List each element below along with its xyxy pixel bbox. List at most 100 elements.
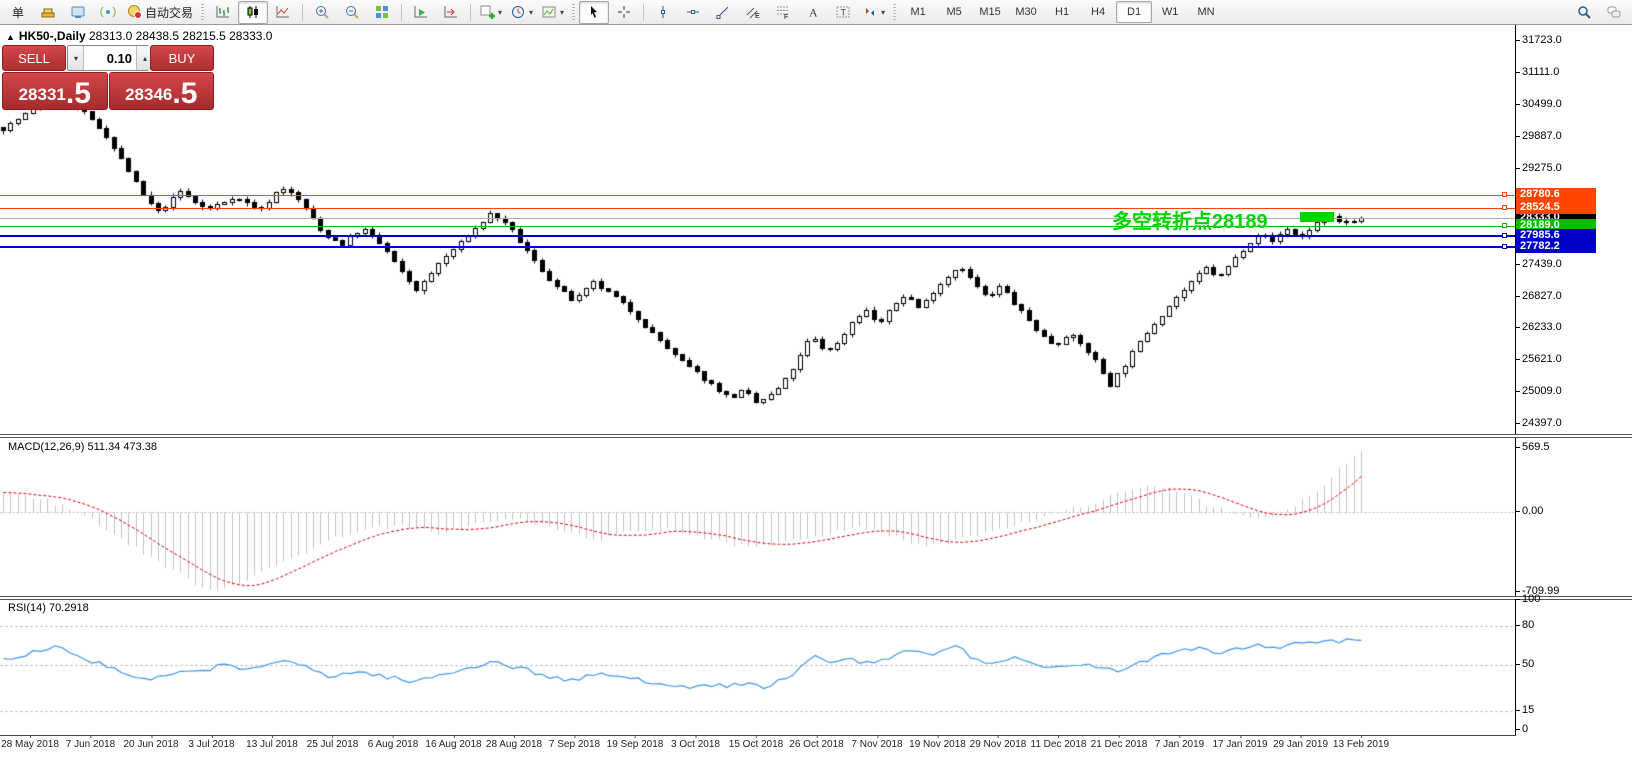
price-axis-line — [1515, 25, 1516, 735]
search-button[interactable] — [1569, 1, 1599, 24]
macd-pane-divider[interactable] — [0, 434, 1632, 438]
line-handle[interactable] — [1502, 244, 1507, 249]
candlestick-chart-button[interactable] — [238, 0, 269, 24]
cursor-button[interactable] — [579, 0, 610, 24]
volume-input[interactable] — [84, 46, 136, 70]
pivot-highlight-box[interactable] — [1300, 212, 1334, 222]
toolbar-grip[interactable] — [893, 3, 897, 21]
autoscroll-icon — [413, 4, 429, 20]
price-tag-27985.6: 27985.6 — [1516, 229, 1596, 242]
timeframe-m1-button[interactable]: M1 — [910, 6, 926, 18]
timeframe-group: M1 M5 M15 M30 H1 H4 D1 W1 MN — [900, 1, 1224, 23]
timeframe-m5-button[interactable]: M5 — [946, 6, 962, 18]
periods-button[interactable]: ▾ — [506, 1, 537, 24]
community-button[interactable] — [63, 1, 93, 24]
sell-price[interactable]: 28331.5 — [2, 72, 108, 110]
timeframe-d1-button[interactable]: D1 — [1116, 1, 1153, 23]
timeframe-w1-button[interactable]: W1 — [1161, 6, 1179, 18]
y-axis-tick-label: 26827.0 — [1515, 290, 1562, 302]
y-axis-tick-label: 26233.0 — [1515, 321, 1562, 333]
symbol-period-label: HK50-,Daily — [18, 29, 86, 43]
x-axis-date-label: 7 Sep 2018 — [548, 735, 601, 750]
x-axis-date-label: 29 Nov 2018 — [969, 735, 1027, 750]
horizontal-level-line-27985.6[interactable] — [0, 235, 1515, 237]
rsi-pane-divider[interactable] — [0, 596, 1632, 600]
macd-axis-label: 569.5 — [1515, 441, 1550, 453]
one-click-trading-panel: SELL ▾ ▴ BUY 28331.5 28346.5 — [2, 45, 214, 110]
horizontal-level-line-28333.0[interactable] — [0, 218, 1515, 219]
bar-chart-button[interactable] — [208, 1, 238, 24]
toolbar: 单 自动交易 ▾ ▾ ▾ E F A T ▾ M1 M5 M15 M30 H1 H4 D1 W1 MN — [0, 0, 1632, 25]
timeframe-m15-button[interactable]: M15 — [979, 6, 1001, 18]
signals-button[interactable] — [93, 1, 123, 24]
timeframe-m30-button[interactable]: M30 — [1015, 6, 1037, 18]
toolbar-grip[interactable] — [201, 3, 205, 21]
horizontal-level-line-28524.5[interactable] — [0, 208, 1515, 209]
arrows-button[interactable]: ▾ — [858, 1, 889, 24]
line-chart-button[interactable] — [268, 1, 298, 24]
timeframe-h1-button[interactable]: H1 — [1055, 6, 1070, 18]
volume-control: ▾ ▴ — [67, 45, 152, 71]
line-handle[interactable] — [1502, 223, 1507, 228]
indicator-icon — [479, 4, 496, 20]
zoom-in-button[interactable] — [307, 1, 337, 24]
pivot-annotation-text[interactable]: 多空转折点28189 — [1112, 211, 1268, 233]
sell-button[interactable]: SELL — [2, 45, 66, 71]
indicators-button[interactable]: ▾ — [475, 1, 506, 24]
y-axis-tick-label: 31723.0 — [1515, 34, 1562, 46]
collapse-one-click-icon[interactable]: ▲ — [6, 32, 15, 42]
equidistant-channel-button[interactable]: E — [738, 1, 768, 24]
crosshair-button[interactable] — [609, 1, 639, 24]
bars-icon — [215, 4, 231, 20]
timeframe-h4-button[interactable]: H4 — [1091, 6, 1106, 18]
line-handle[interactable] — [1502, 205, 1507, 210]
text-label-button[interactable]: T — [828, 1, 858, 24]
market-watch-button[interactable] — [33, 1, 63, 24]
volume-decrease-button[interactable]: ▾ — [68, 46, 84, 70]
horizontal-level-line-27782.2[interactable] — [0, 246, 1515, 248]
tile-windows-button[interactable] — [367, 1, 397, 24]
svg-text:F: F — [784, 14, 788, 20]
templates-button[interactable]: ▾ — [537, 1, 568, 24]
new-order-button[interactable]: 单 — [3, 1, 33, 24]
text-button[interactable]: A — [798, 1, 828, 24]
buy-button[interactable]: BUY — [150, 45, 214, 71]
x-axis-date-label: 3 Jul 2018 — [188, 735, 235, 750]
line-handle[interactable] — [1502, 192, 1507, 197]
horizontal-level-line-28189.0[interactable] — [0, 226, 1515, 227]
toolbar-grip[interactable] — [572, 3, 576, 21]
volume-increase-button[interactable]: ▴ — [136, 46, 152, 70]
price-chart-canvas[interactable] — [0, 25, 1516, 737]
x-axis-date-label: 7 Jun 2018 — [65, 735, 116, 750]
zoom-out-button[interactable] — [337, 1, 367, 24]
y-axis-tick-label: 25621.0 — [1515, 353, 1562, 365]
svg-text:T: T — [841, 8, 847, 18]
labelT-icon: T — [835, 4, 851, 20]
trendline-button[interactable] — [708, 1, 738, 24]
line-icon — [275, 4, 291, 20]
toolbar-left-group: 单 自动交易 ▾ ▾ ▾ E F A T ▾ — [3, 0, 900, 24]
horizontal-level-line-28780.6[interactable] — [0, 195, 1515, 196]
macd-axis-label: -709.99 — [1514, 585, 1560, 597]
chart-shift-button[interactable] — [436, 1, 466, 24]
x-axis-date-label: 7 Nov 2018 — [851, 735, 903, 750]
rsi-axis-label: 50 — [1514, 658, 1535, 670]
svg-text:E: E — [755, 13, 760, 20]
chat-button[interactable] — [1599, 1, 1629, 24]
x-axis-date-label: 15 Oct 2018 — [728, 735, 784, 750]
price-tag-27782.2: 27782.2 — [1516, 240, 1596, 253]
hline-icon — [685, 4, 701, 20]
y-axis-tick-label: 29275.0 — [1515, 162, 1562, 174]
horizontal-line-button[interactable] — [678, 1, 708, 24]
auto-trading-button[interactable]: 自动交易 — [123, 1, 197, 24]
x-axis-date-label: 20 Jun 2018 — [123, 735, 179, 750]
x-axis-date-label: 29 Jan 2019 — [1272, 735, 1329, 750]
line-handle[interactable] — [1502, 233, 1507, 238]
zoomout-icon — [344, 4, 360, 20]
auto-scroll-button[interactable] — [406, 1, 436, 24]
timeframe-mn-button[interactable]: MN — [1197, 6, 1215, 18]
buy-price[interactable]: 28346.5 — [108, 72, 214, 110]
channel-icon: E — [745, 4, 761, 20]
vertical-line-button[interactable] — [648, 1, 678, 24]
fibonacci-button[interactable]: F — [768, 1, 798, 24]
